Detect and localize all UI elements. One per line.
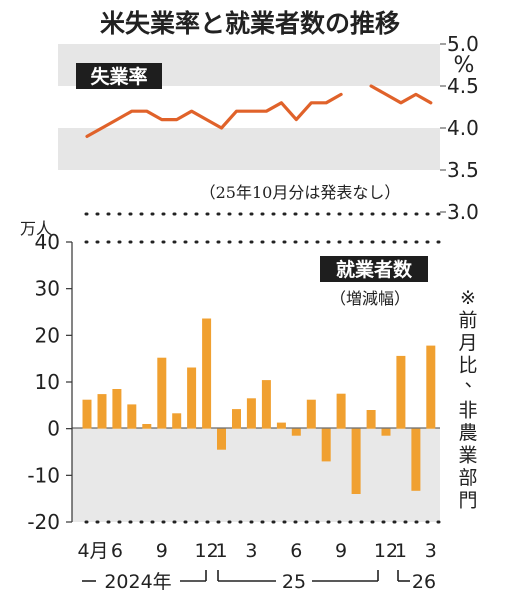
side-note-char: 、 <box>464 369 483 391</box>
year-label-2026: 26 <box>412 571 436 593</box>
emp-bar <box>112 389 122 429</box>
rate-note: （25年10月分は発表なし） <box>200 183 401 202</box>
x-axis: 4月 6 9 121 3 6 9 121 3 2024年 25 26 <box>77 540 436 593</box>
side-note-char: 月 <box>458 332 477 354</box>
x-tick-label: 9 <box>156 540 168 562</box>
rate-unit: % <box>454 53 475 78</box>
emp-bar <box>336 393 346 429</box>
x-tick-label: 12 <box>195 540 219 562</box>
rate-ytick-label: 4.0 <box>447 116 479 140</box>
x-tick-label: 3 <box>245 540 257 562</box>
x-tick-label: 6 <box>111 540 123 562</box>
rate-ytick-label: 5.0 <box>447 32 479 56</box>
negative-area-shade <box>72 428 440 522</box>
x-tick-label: 3 <box>425 540 437 562</box>
side-note-char: 業 <box>458 445 477 467</box>
emp-bar <box>142 424 152 429</box>
emp-bar <box>306 399 316 429</box>
emp-label: 就業者数 <box>336 258 413 281</box>
emp-bar <box>97 394 107 429</box>
rate-ytick-label: 4.5 <box>447 74 479 98</box>
emp-bar <box>381 428 391 436</box>
emp-bar <box>82 399 92 429</box>
emp-ytick-label: -10 <box>27 463 60 487</box>
x-tick-label: 4月 <box>77 540 108 562</box>
emp-bar <box>366 410 376 429</box>
emp-bar <box>291 428 301 436</box>
chart-title: 米失業率と就業者数の推移 <box>100 9 400 38</box>
emp-unit: 万人 <box>20 219 52 238</box>
x-tick-label: 1 <box>395 540 407 562</box>
side-note-char: ※ <box>460 287 476 309</box>
rate-band-lower <box>58 128 440 170</box>
emp-bar <box>276 422 286 429</box>
emp-bar <box>187 367 197 429</box>
emp-bar <box>157 357 167 429</box>
emp-bar <box>351 428 361 494</box>
rate-ytick-label: 3.5 <box>447 158 479 182</box>
emp-bar <box>426 345 436 429</box>
emp-ytick-label: 40 <box>35 230 60 254</box>
x-tick-label: 1 <box>215 540 227 562</box>
emp-ytick-label: -20 <box>27 510 60 534</box>
year-label-2025: 25 <box>282 571 306 593</box>
emp-label-box <box>320 256 428 282</box>
rate-label: 失業率 <box>90 65 147 88</box>
emp-ytick-label: 20 <box>35 323 60 347</box>
unemployment-panel: 5.0 4.5 4.0 3.5 3.0 失業率 % （25年10月分は発表なし） <box>58 32 479 224</box>
rate-label-box <box>76 63 162 89</box>
emp-bar <box>202 318 212 429</box>
side-note-char: 前 <box>458 310 477 332</box>
side-note-char: 比 <box>458 355 477 377</box>
emp-bar <box>217 428 226 450</box>
emp-bar <box>396 355 406 429</box>
year-label-2024: 2024年 <box>104 571 171 593</box>
emp-bar <box>127 404 137 429</box>
emp-bar <box>172 413 182 429</box>
side-note-char: 門 <box>458 490 477 512</box>
x-tick-label: 6 <box>290 540 302 562</box>
rate-ytick-label: 3.0 <box>447 200 479 224</box>
side-note-char: 農 <box>458 422 477 444</box>
emp-bar <box>321 428 331 462</box>
rate-series-line <box>85 92 343 138</box>
emp-bar <box>261 380 271 429</box>
emp-bar <box>232 409 241 429</box>
emp-sublabel: （増減幅） <box>330 289 410 308</box>
x-tick-label: 12 <box>374 540 398 562</box>
side-note-char: 非 <box>458 400 477 422</box>
rate-series-line <box>369 84 433 105</box>
emp-ytick-label: 30 <box>35 277 60 301</box>
emp-bar <box>246 398 256 429</box>
side-note-char: 部 <box>458 467 477 489</box>
emp-bar <box>411 428 421 491</box>
emp-ytick-label: 10 <box>35 370 60 394</box>
emp-ytick-label: 0 <box>47 417 60 441</box>
x-tick-label: 9 <box>335 540 347 562</box>
